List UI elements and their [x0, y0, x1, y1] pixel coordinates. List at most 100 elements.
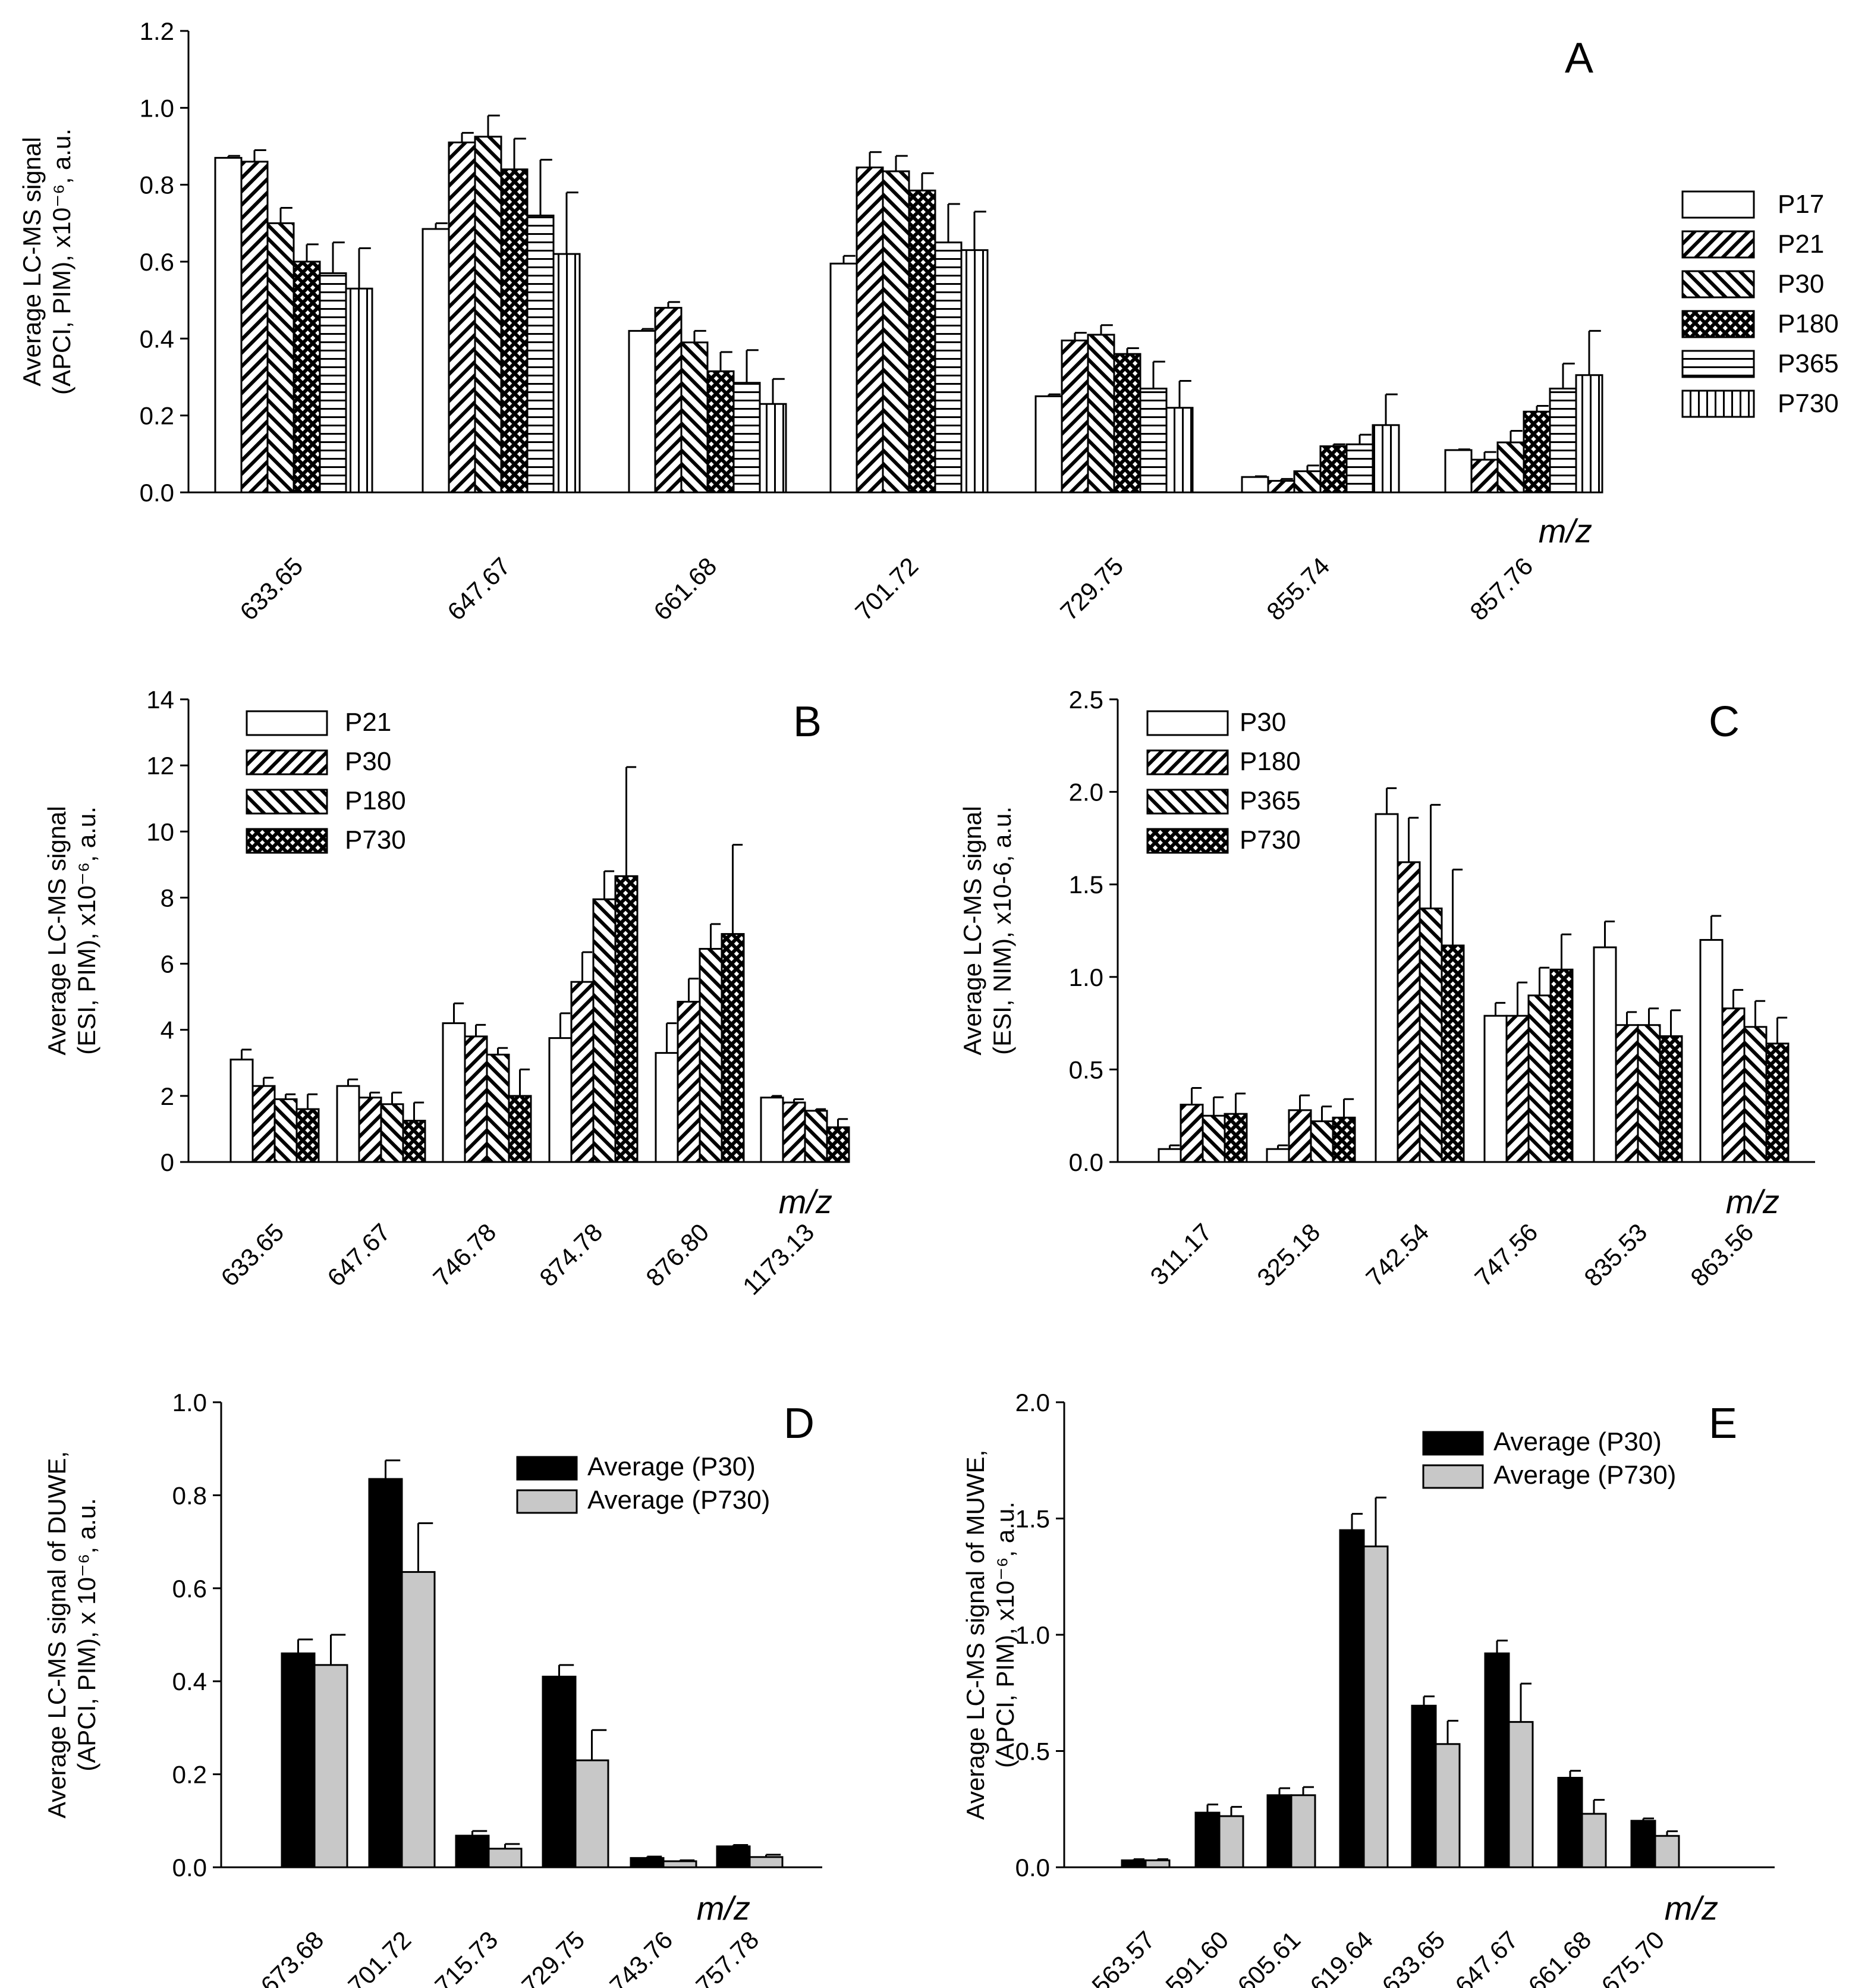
bar-p730-855-74	[1372, 424, 1400, 494]
legend-swatch	[516, 1489, 578, 1514]
chart-panel-c: 0.0 0.5 1.0 1.5 2.0 2.5 Average LC-MS signal (E…	[958, 686, 1815, 1292]
bar-p30-729-75	[1087, 334, 1115, 494]
bar-p180-863-56	[1721, 1007, 1746, 1163]
legend-label: P365	[1240, 786, 1301, 815]
bar-average-p730-673-68	[313, 1664, 348, 1868]
legend-label: P180	[345, 786, 406, 815]
y-tick-label: 1.0	[140, 94, 174, 122]
y-axis-label-line: Average LC-MS signal	[18, 137, 46, 386]
y-tick-label: 1.2	[140, 17, 174, 45]
legend-label: Average (P30)	[1493, 1427, 1662, 1456]
bar-p730-325-18	[1332, 1116, 1356, 1163]
bar-p17-661-68	[628, 329, 656, 494]
bar-average-p730-757-78	[749, 1856, 784, 1868]
y-tick-label: 10	[146, 818, 174, 846]
legend-label: Average (P730)	[1493, 1461, 1676, 1490]
legend-swatch	[1681, 390, 1755, 418]
bar-p30-701-72	[882, 170, 910, 494]
bar-p180-876-80	[699, 948, 723, 1163]
bar-p17-857-76	[1444, 449, 1473, 494]
bar-average-p30-661-68	[1557, 1776, 1583, 1868]
bar-p365-855-74	[1345, 443, 1374, 494]
bar-average-p30-605-61	[1266, 1794, 1292, 1868]
y-tick-label: 0.8	[140, 171, 174, 199]
x-tick-label: 619.64	[1304, 1926, 1378, 1988]
y-axis-label-line: Average LC-MS signal	[958, 806, 986, 1055]
legend-label: P730	[345, 825, 406, 855]
legend-label: Average (P30)	[587, 1452, 756, 1481]
legend-swatch	[246, 749, 328, 775]
x-tick-label: 311.17	[1144, 1218, 1217, 1290]
legend-label: P180	[1778, 309, 1839, 338]
bar-average-p30-701-72	[368, 1478, 403, 1868]
x-tick-label: 1173.13	[737, 1218, 819, 1300]
bar-p180-857-76	[1523, 410, 1551, 494]
x-axis-unit-label: m/z	[1726, 1183, 1779, 1220]
legend-swatch	[1146, 789, 1229, 815]
bar-p30-876-80	[677, 1000, 701, 1163]
x-tick-label: 563.57	[1086, 1926, 1160, 1988]
y-tick-label: 1.0	[1069, 963, 1103, 991]
bar-p21-729-75	[1061, 340, 1089, 494]
x-tick-label: 729.75	[1055, 552, 1128, 626]
bar-average-p30-591-60	[1194, 1811, 1221, 1868]
bar-average-p30-743-76	[630, 1857, 665, 1868]
bar-average-p730-605-61	[1290, 1794, 1316, 1868]
bar-p17-633-65	[214, 156, 243, 494]
bar-average-p730-633-65	[1435, 1743, 1461, 1868]
y-tick-label: 1.5	[1069, 871, 1103, 899]
x-tick-label: 874.78	[534, 1218, 608, 1292]
bar-p730-647-67	[402, 1120, 426, 1163]
bar-p21-876-80	[655, 1052, 679, 1163]
x-tick-label: 876.80	[640, 1218, 714, 1292]
legend-label: P30	[1240, 708, 1286, 737]
legend-swatch	[246, 828, 328, 854]
bar-p180-701-72	[908, 189, 936, 494]
x-tick-label: 647.67	[322, 1218, 395, 1292]
bar-p180-747-56	[1505, 1015, 1530, 1163]
y-axis-label-line: (ESI, PIM), x10⁻⁶, a.u.	[73, 806, 100, 1055]
bar-p30-746-78	[464, 1035, 488, 1163]
bar-p730-729-75	[1165, 407, 1194, 494]
bar-p180-633-65	[293, 260, 321, 494]
y-tick-label: 4	[161, 1016, 174, 1044]
bar-p30-857-76	[1496, 441, 1525, 494]
x-axis-unit-label: m/z	[697, 1889, 750, 1927]
legend-swatch	[1681, 270, 1755, 299]
bar-p730-647-67	[552, 253, 581, 494]
bar-p180-633-65	[273, 1098, 298, 1163]
panel-letter-d: D	[784, 1400, 815, 1447]
bar-p730-633-65	[295, 1108, 320, 1163]
x-tick-label: 701.72	[342, 1926, 416, 1988]
panel-letter-a: A	[1565, 34, 1593, 82]
legend-label: Average (P730)	[587, 1485, 770, 1515]
bar-average-p730-743-76	[662, 1860, 697, 1868]
y-tick-label: 0.2	[140, 402, 174, 430]
legend-swatch	[1146, 749, 1229, 775]
y-axis-label-line: Average LC-MS signal of MUWE,	[961, 1450, 989, 1820]
x-tick-label: 675.70	[1596, 1926, 1669, 1988]
x-axis-unit-label: m/z	[779, 1183, 832, 1220]
bar-p365-633-65	[319, 272, 347, 494]
x-tick-label: 757.78	[690, 1926, 764, 1988]
bar-p21-661-68	[654, 307, 683, 494]
bar-p30-1173-13	[782, 1101, 806, 1163]
bar-p180-661-68	[706, 370, 735, 494]
bar-p180-311-17	[1180, 1104, 1204, 1163]
y-tick-label: 0.4	[140, 325, 174, 353]
bar-average-p730-661-68	[1581, 1813, 1607, 1868]
legend-swatch	[1422, 1464, 1484, 1489]
bar-p30-661-68	[680, 341, 709, 494]
bar-average-p730-701-72	[401, 1571, 436, 1868]
bar-p21-701-72	[856, 167, 884, 494]
x-tick-label: 647.67	[1449, 1926, 1523, 1988]
y-tick-label: 1.0	[172, 1389, 207, 1417]
bar-average-p30-757-78	[716, 1845, 751, 1868]
bar-p730-874-78	[614, 875, 639, 1163]
bar-p365-747-56	[1527, 994, 1552, 1163]
y-tick-label: 1.0	[1015, 1621, 1050, 1649]
bar-p30-325-18	[1266, 1148, 1290, 1163]
bar-p180-855-74	[1319, 445, 1348, 494]
bar-p30-633-65	[251, 1085, 276, 1163]
x-tick-label: 701.72	[850, 552, 923, 626]
